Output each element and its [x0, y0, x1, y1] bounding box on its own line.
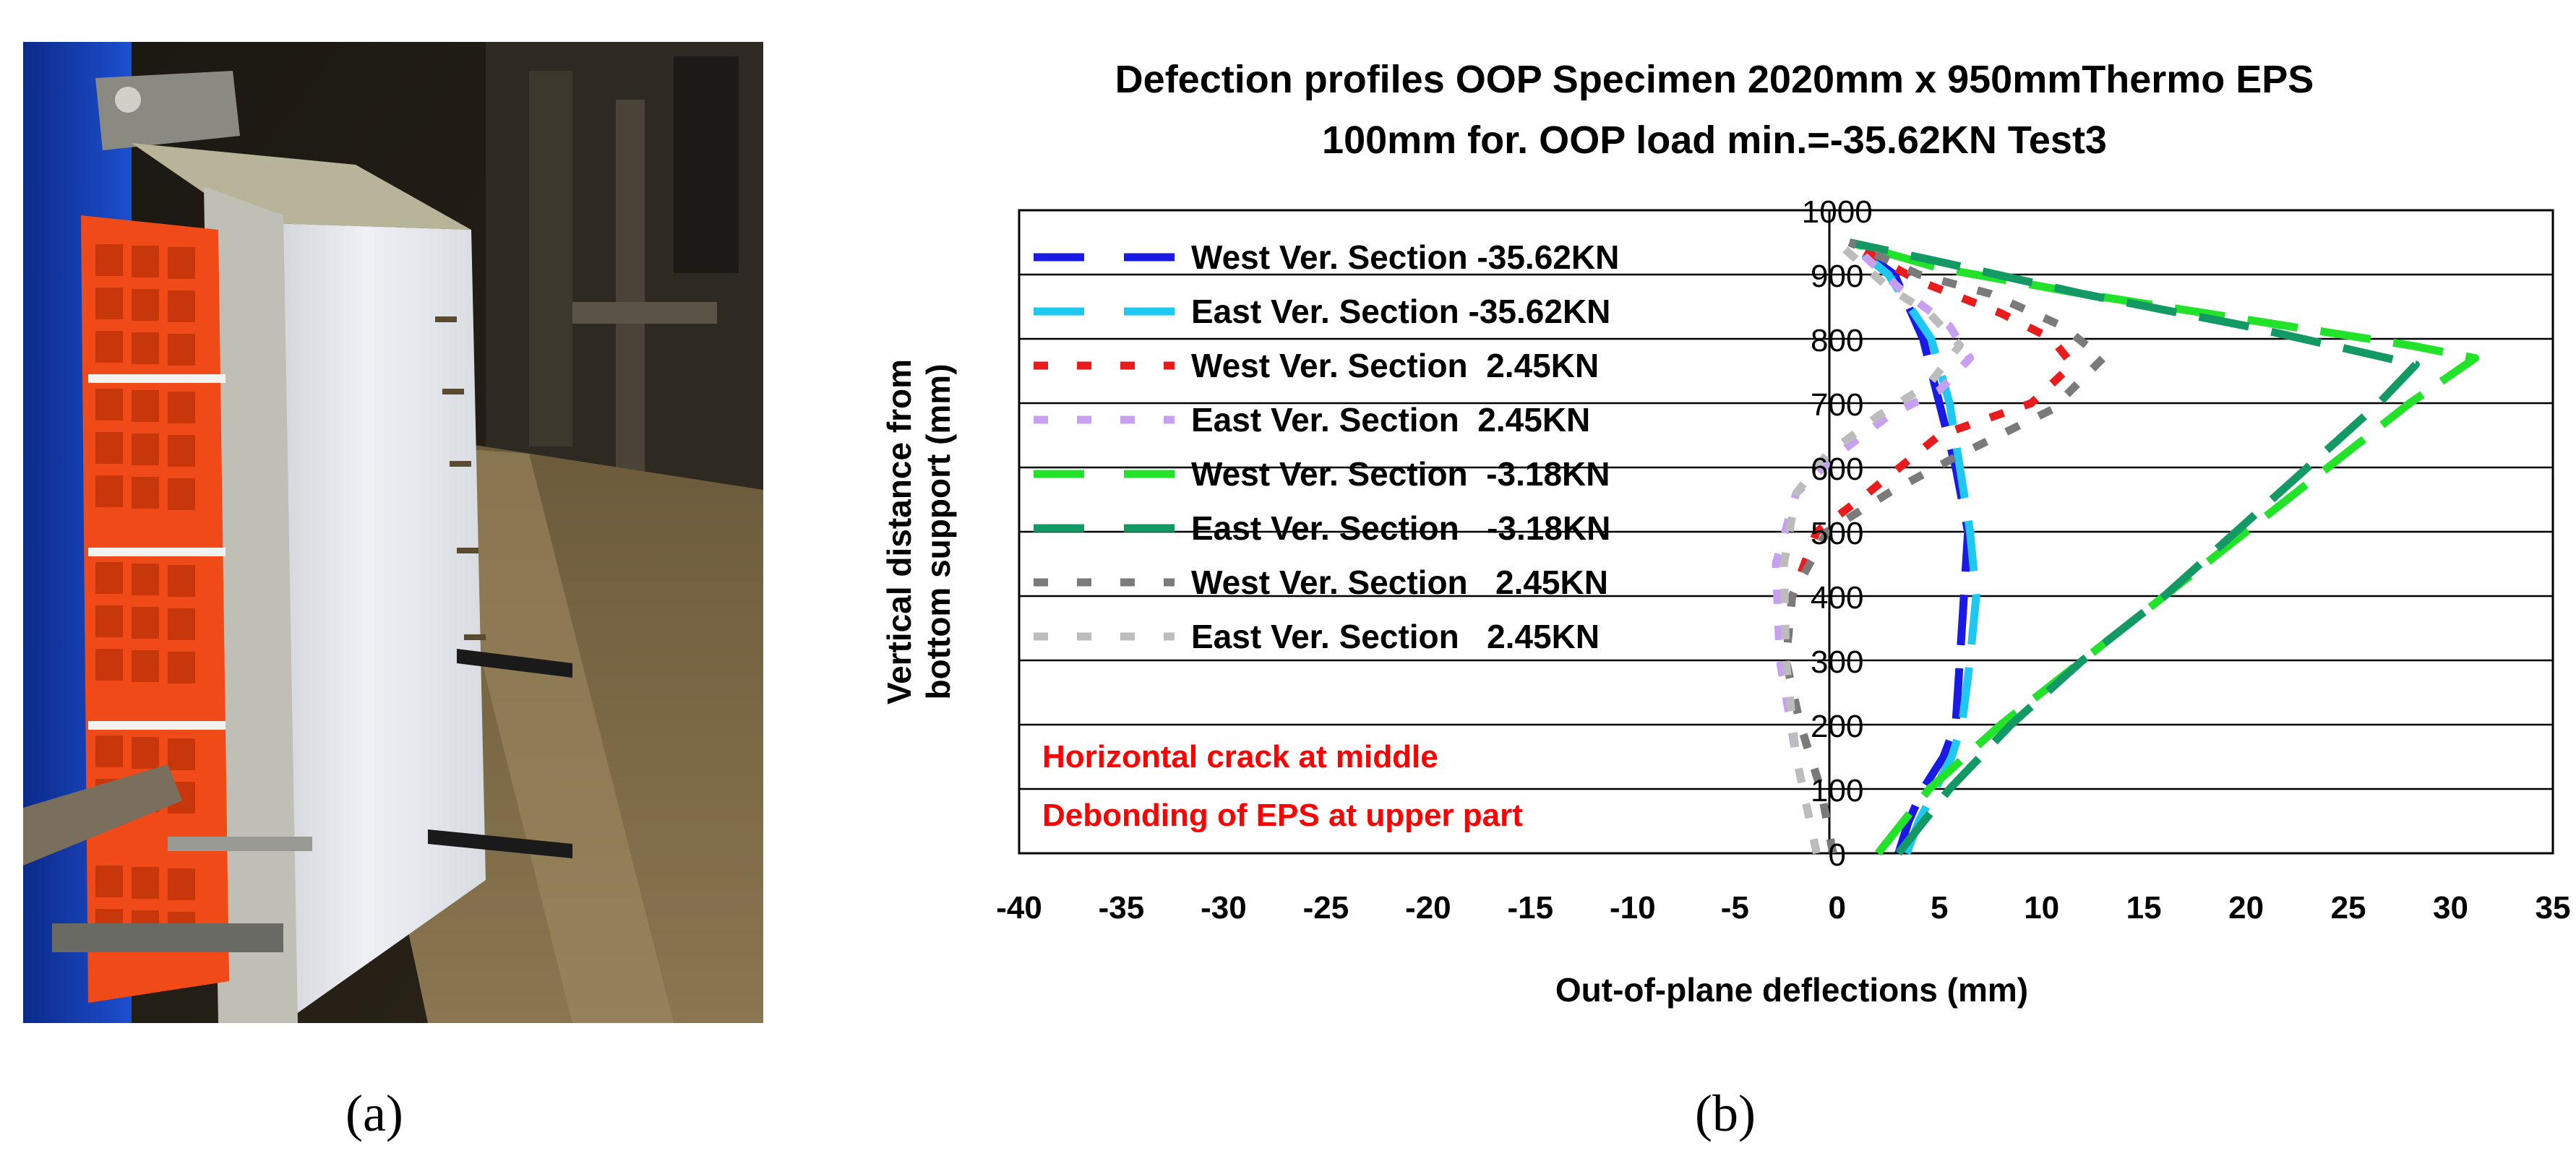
y-tick-label: 500	[1811, 516, 1863, 551]
x-tick-label: 0	[1828, 890, 1845, 926]
x-tick-label: -30	[1201, 890, 1247, 926]
legend-label-8: East Ver. Section 2.45KN	[1191, 618, 1600, 655]
chart-title-line-1: Defection profiles OOP Specimen 2020mm x…	[1115, 58, 2314, 101]
annotation-2: Debonding of EPS at upper part	[1042, 798, 1523, 833]
y-tick-label: 400	[1811, 580, 1863, 616]
y-tick-label: 0	[1828, 837, 1845, 873]
y-tick-label: 600	[1811, 452, 1863, 487]
legend-label-2: East Ver. Section -35.62KN	[1191, 293, 1610, 330]
y-tick-label: 200	[1811, 709, 1863, 744]
panel-label-b: (b)	[1695, 1084, 1756, 1142]
plot-area-border	[1018, 209, 2554, 855]
x-tick-label: 35	[2536, 890, 2571, 926]
y-tick-label: 900	[1811, 259, 1863, 294]
x-tick-label: -10	[1610, 890, 1656, 926]
x-tick-label: -25	[1303, 890, 1349, 926]
chart-title-line-2: 100mm for. OOP load min.=-35.62KN Test3	[1322, 118, 2107, 162]
specimen-photo	[23, 42, 763, 1023]
series-line-3	[1782, 238, 2077, 855]
legend-label-5: West Ver. Section -3.18KN	[1191, 455, 1610, 493]
panel-label-a: (a)	[345, 1084, 403, 1142]
y-axis-label-line-2: bottom support (mm)	[919, 363, 957, 699]
x-axis-label: Out-of-plane deflections (mm)	[1555, 971, 2028, 1009]
series-line-2	[1847, 239, 1980, 855]
legend-label-1: West Ver. Section -35.62KN	[1191, 238, 1619, 276]
annotation-1: Horizontal crack at middle	[1042, 739, 1438, 775]
series-line-6	[1848, 238, 2420, 856]
legend-label-7: West Ver. Section 2.45KN	[1191, 564, 1608, 601]
x-tick-label: -35	[1099, 890, 1145, 926]
x-tick-label: 30	[2433, 890, 2468, 926]
legend-label-6: East Ver. Section -3.18KN	[1191, 509, 1610, 547]
x-tick-label: 10	[2024, 890, 2059, 926]
y-tick-label: 1000	[1802, 194, 1873, 230]
x-tick-label: -40	[996, 890, 1042, 926]
x-tick-label: -5	[1721, 890, 1749, 926]
x-tick-label: 20	[2228, 890, 2264, 926]
y-tick-label: 300	[1811, 644, 1863, 680]
y-tick-label: 800	[1811, 323, 1863, 358]
series-line-1	[1847, 239, 1972, 855]
x-tick-label: -15	[1508, 890, 1554, 926]
series-line-5	[1848, 238, 2479, 856]
x-tick-label: 25	[2331, 890, 2366, 926]
x-tick-label: 15	[2126, 890, 2162, 926]
legend-label-3: West Ver. Section 2.45KN	[1191, 347, 1599, 384]
series-line-8	[1779, 239, 1964, 855]
y-tick-label: 100	[1811, 773, 1863, 808]
x-tick-label: 5	[1931, 890, 1948, 926]
y-axis-label-line-1: Vertical distance from	[880, 359, 918, 704]
legend-label-4: East Ver. Section 2.45KN	[1191, 401, 1590, 439]
x-tick-label: -20	[1405, 890, 1451, 926]
y-tick-label: 700	[1811, 387, 1863, 423]
